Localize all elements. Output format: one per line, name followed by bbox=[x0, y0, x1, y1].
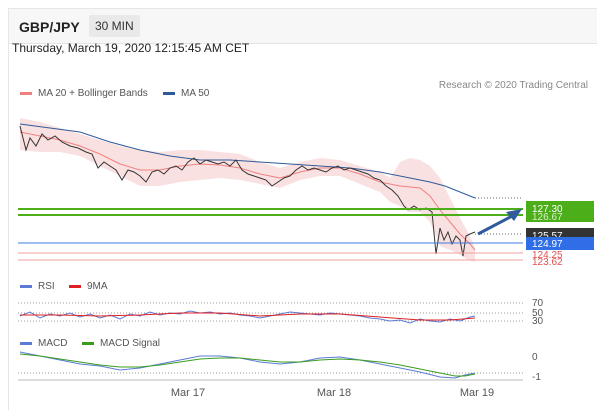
resistance-2-label: 126.67 bbox=[532, 212, 563, 223]
support-2-label: 123.62 bbox=[532, 257, 563, 268]
legend-9ma: 9MA bbox=[69, 281, 108, 292]
legend-macd: MACD bbox=[20, 338, 67, 349]
resistance-2-tag bbox=[526, 210, 594, 222]
macd-swatch bbox=[20, 341, 32, 345]
rsi-axis-70: 70 bbox=[532, 298, 544, 309]
x-tick-mar18: Mar 18 bbox=[317, 387, 351, 399]
chart-card: GBP/JPY 30 MIN bbox=[8, 8, 597, 410]
chart-header: GBP/JPY 30 MIN bbox=[9, 9, 597, 44]
last-price-label: 125.57 bbox=[532, 231, 563, 242]
rsi-axis-50: 50 bbox=[532, 308, 544, 319]
macd-axis-minus1: -1 bbox=[532, 372, 541, 383]
rsi-9ma-line bbox=[20, 312, 476, 321]
pivot-tag bbox=[526, 237, 594, 250]
legend-rsi: RSI bbox=[20, 281, 55, 292]
timeframe-badge[interactable]: 30 MIN bbox=[89, 15, 140, 37]
legend-ma20: MA 20 + Bollinger Bands bbox=[20, 88, 148, 99]
ma20-line bbox=[19, 131, 476, 251]
symbol-title: GBP/JPY bbox=[19, 19, 80, 35]
macd-axis-0: 0 bbox=[532, 352, 538, 363]
x-tick-mar19: Mar 19 bbox=[460, 387, 494, 399]
ma9-swatch bbox=[69, 284, 81, 288]
chart-datetime: Thursday, March 19, 2020 12:15:45 AM CET bbox=[12, 41, 250, 55]
support-1-label: 124.25 bbox=[532, 250, 563, 261]
trend-arrow-shaft bbox=[477, 213, 515, 236]
legend-macd-signal: MACD Signal bbox=[82, 338, 160, 349]
macd-signal-swatch bbox=[82, 341, 94, 345]
rsi-line bbox=[19, 310, 476, 324]
ma20-swatch bbox=[20, 91, 32, 95]
x-tick-mar17: Mar 17 bbox=[171, 387, 205, 399]
rsi-swatch bbox=[20, 284, 32, 288]
ma50-line bbox=[19, 123, 476, 199]
legend-ma50: MA 50 bbox=[163, 88, 209, 99]
trend-arrow-head bbox=[506, 209, 522, 221]
pivot-label: 124.97 bbox=[532, 239, 563, 250]
macd-signal-line bbox=[19, 353, 476, 377]
resistance-1-label: 127.30 bbox=[532, 204, 563, 215]
ma50-swatch bbox=[163, 91, 175, 95]
bollinger-band bbox=[20, 118, 475, 262]
macd-line bbox=[19, 351, 476, 379]
copyright-text: Research © 2020 Trading Central bbox=[438, 80, 588, 91]
rsi-axis-30: 30 bbox=[532, 316, 544, 327]
